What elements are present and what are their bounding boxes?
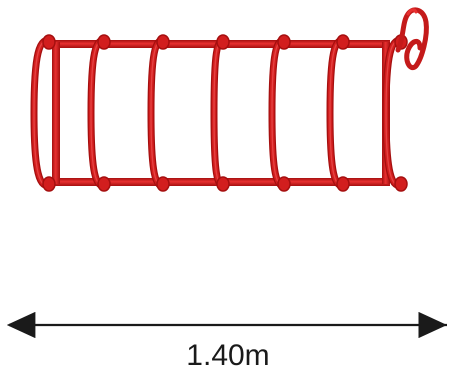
coil-bar-junction [336,34,350,50]
end-hook-spiral [395,7,429,70]
coil-bar-junction [277,34,291,50]
coil-bar-junction [336,176,350,192]
coil-bar-junction [216,34,230,50]
coil-bar-junction [156,176,170,192]
coil-bar-junction [216,176,230,192]
coil-bar-junction [97,176,111,192]
helical-coil [30,34,408,192]
coil-loop-highlight [33,39,53,187]
coil-loop-highlight [385,39,405,187]
end-hook-tail [406,8,418,16]
longitudinal-bars [52,40,390,186]
left-end-bar [52,42,60,184]
coil-bar-junction [97,34,111,50]
coil-bar-junction [42,176,56,192]
coil-bar-junction [156,34,170,50]
length-dimension-label: 1.40m [186,339,270,372]
coil-bar-junction [42,34,56,50]
coil-bar-junction [277,176,291,192]
coil-bar-junction [394,176,408,192]
end-hook [395,7,429,70]
